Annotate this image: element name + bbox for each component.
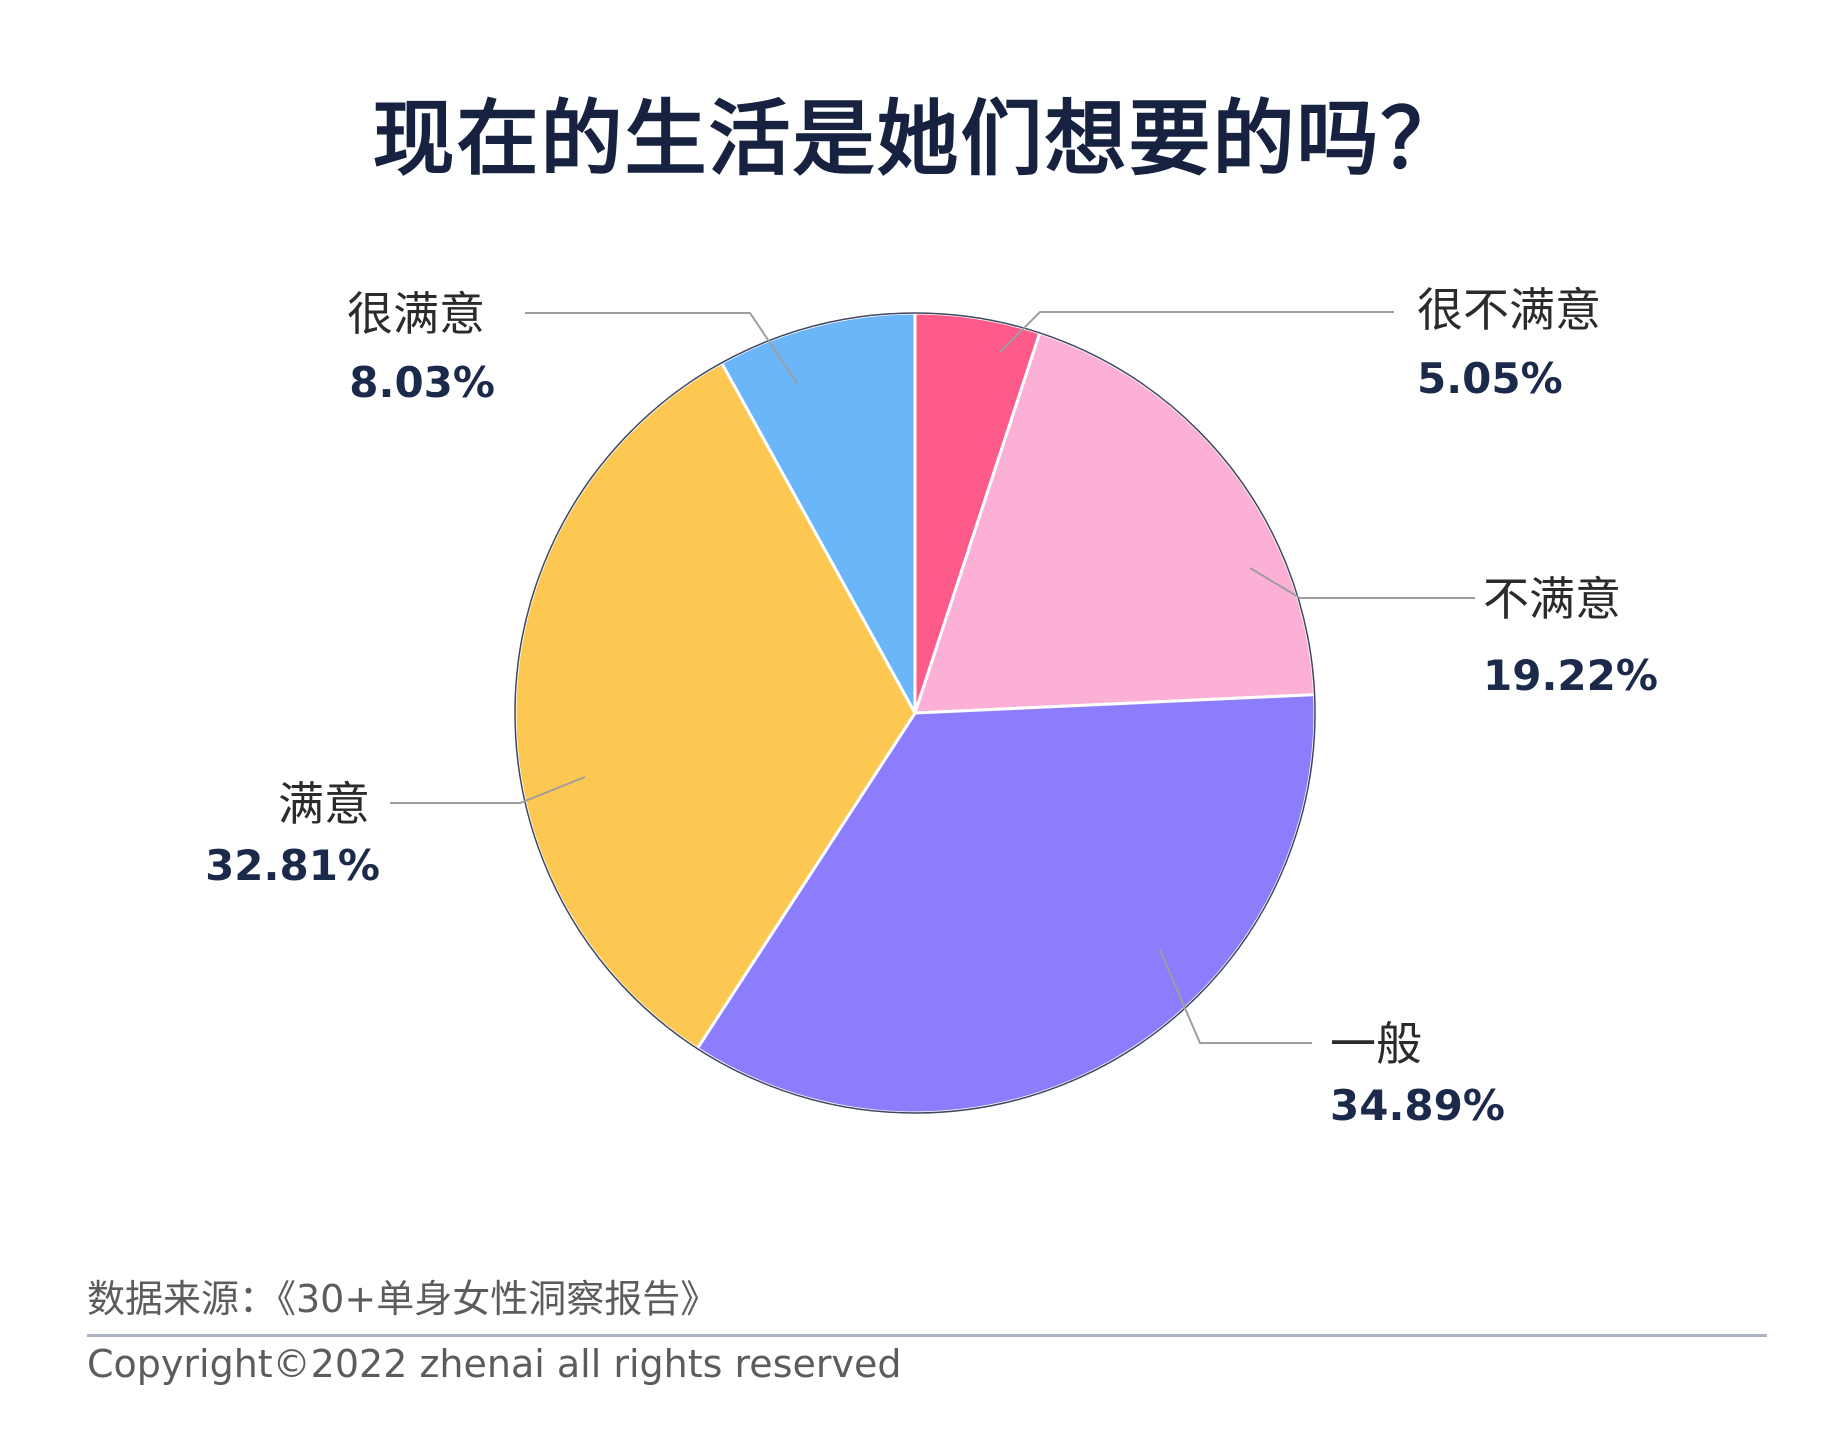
footer-divider: [87, 1334, 1767, 1337]
pie-chart: 很不满意 5.05% 不满意 19.22% 一般 34.89% 满意 32.81% 很满意 8.0…: [205, 283, 1658, 1130]
slice-value-5: 8.03%: [349, 358, 495, 407]
data-source-note: 数据来源：《30+单身女性洞察报告》: [87, 1277, 719, 1321]
slice-value-2: 19.22%: [1483, 651, 1658, 700]
slice-value-1: 5.05%: [1417, 354, 1563, 403]
copyright-text: Copyright©2022 zhenai all rights reserve…: [87, 1342, 902, 1386]
slice-value-4: 32.81%: [205, 841, 380, 890]
leader-line-4: [390, 776, 586, 804]
chart-title: 现在的生活是她们想要的吗？: [372, 92, 1465, 187]
leader-line-3: [1159, 949, 1312, 1044]
slice-label-1: 很不满意: [1417, 283, 1601, 337]
leader-line-2: [1249, 567, 1475, 599]
leader-line-1: [999, 311, 1394, 353]
slice-label-2: 不满意: [1483, 572, 1621, 626]
slice-label-3: 一般: [1330, 1017, 1422, 1071]
slice-label-4: 满意: [278, 777, 370, 831]
leader-line-5: [525, 312, 798, 384]
pie-outline: [514, 312, 1316, 1114]
slice-labels: 很不满意 5.05% 不满意 19.22% 一般 34.89% 满意 32.81% 很满意 8.0…: [205, 283, 1658, 1130]
pie-slices: [513, 311, 1317, 1115]
leader-lines: [390, 311, 1475, 1044]
slice-label-5: 很满意: [347, 287, 485, 341]
slice-value-3: 34.89%: [1330, 1081, 1505, 1130]
